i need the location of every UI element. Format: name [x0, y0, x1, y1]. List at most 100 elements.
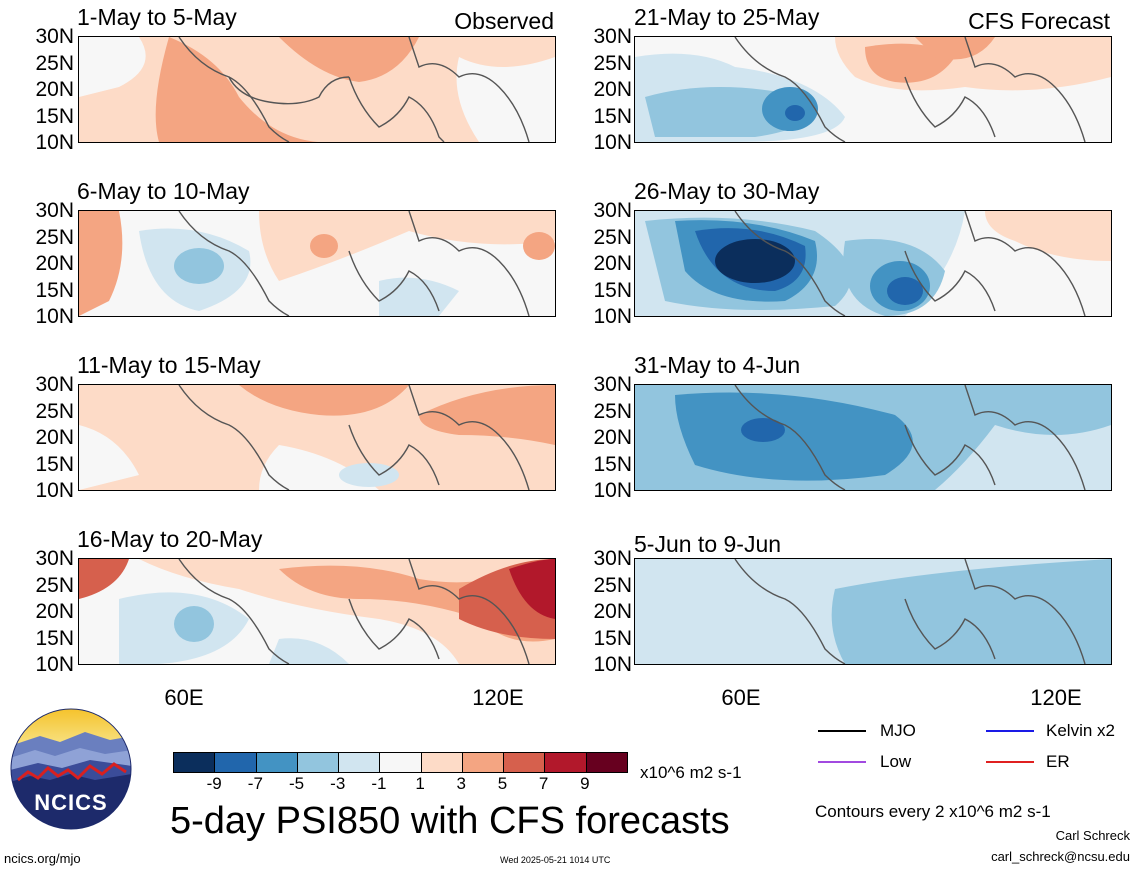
mjo-legend-line	[818, 730, 866, 732]
site-link[interactable]: ncics.org/mjo	[4, 851, 81, 866]
colorbar-swatch	[214, 753, 256, 772]
map-panel-7	[634, 384, 1112, 491]
cfs-forecast-label: CFS Forecast	[968, 8, 1110, 34]
lon-label-120e-right: 120E	[1030, 685, 1082, 710]
lat-label: 15N	[593, 104, 632, 128]
lat-label: 10N	[35, 653, 74, 676]
lat-label: 20N	[593, 252, 632, 275]
lat-label: 30N	[35, 373, 74, 396]
author-name: Carl Schreck	[1055, 828, 1130, 843]
lat-label: 15N	[593, 626, 632, 650]
colorbar-tick-label: 7	[538, 774, 549, 793]
lat-label: 10N	[593, 131, 632, 154]
colorbar	[173, 752, 628, 773]
panel-title-2: 6-May to 10-May	[77, 178, 250, 204]
panel-title-4: 16-May to 20-May	[77, 526, 263, 552]
panel-title-3: 11-May to 15-May	[77, 352, 261, 378]
map-panel-1	[78, 36, 556, 143]
colorbar-swatch	[585, 753, 627, 772]
lon-label-60e-right: 60E	[721, 685, 761, 710]
lat-label: 25N	[593, 573, 632, 597]
colorbar-swatch	[420, 753, 462, 772]
lat-label: 20N	[35, 600, 74, 623]
lat-label: 25N	[35, 573, 74, 597]
lat-label: 10N	[35, 131, 74, 154]
colorbar-tick-label: 9	[580, 774, 590, 793]
colorbar-swatch	[379, 753, 421, 772]
lat-label: 20N	[35, 426, 74, 449]
colorbar-swatch	[544, 753, 586, 772]
colorbar-tick-label: -7	[247, 774, 263, 793]
lat-label: 30N	[35, 25, 74, 48]
lat-label: 30N	[35, 547, 74, 570]
contour-note: Contours every 2 x10^6 m2 s-1	[815, 802, 1051, 821]
observed-label: Observed	[454, 8, 554, 34]
logo-text: NCICS	[34, 790, 108, 815]
lat-label: 20N	[593, 426, 632, 449]
lat-label: 20N	[593, 600, 632, 623]
lat-label: 10N	[593, 653, 632, 676]
lat-label: 15N	[35, 104, 74, 128]
lat-label: 25N	[593, 225, 632, 249]
lat-label: 25N	[35, 225, 74, 249]
lat-label: 10N	[593, 479, 632, 502]
lat-label: 25N	[593, 51, 632, 75]
map-panel-6	[634, 210, 1112, 317]
map-panel-5	[634, 36, 1112, 143]
colorbar-swatch	[174, 753, 215, 772]
panel-title-7: 31-May to 4-Jun	[634, 352, 801, 378]
low-legend-label: Low	[880, 752, 912, 771]
kelvin-legend-label: Kelvin x2	[1046, 721, 1115, 740]
colorbar-tick-label: -9	[206, 774, 222, 793]
lat-label: 15N	[35, 626, 74, 650]
colorbar-tick-label: -3	[330, 774, 346, 793]
lat-label: 10N	[593, 305, 632, 328]
lat-label: 30N	[593, 25, 632, 48]
map-panel-3	[78, 384, 556, 491]
colorbar-tick-label: 5	[497, 774, 508, 793]
lat-label: 20N	[593, 78, 632, 101]
lon-label-60e-left: 60E	[164, 685, 204, 710]
author-email[interactable]: carl_schreck@ncsu.edu	[991, 849, 1130, 864]
panel-title-8: 5-Jun to 9-Jun	[634, 531, 782, 557]
colorbar-swatch	[296, 753, 339, 772]
low-legend-line	[818, 761, 866, 763]
lat-label: 30N	[593, 373, 632, 396]
colorbar-tick-label: -1	[371, 774, 387, 793]
lat-label: 30N	[35, 199, 74, 222]
lat-label: 30N	[593, 199, 632, 222]
main-title: 5-day PSI850 with CFS forecasts	[170, 800, 730, 842]
lat-label: 15N	[35, 278, 74, 302]
er-legend-line	[986, 761, 1034, 763]
lat-label: 15N	[35, 452, 74, 476]
timestamp: Wed 2025-05-21 1014 UTC	[500, 855, 611, 865]
panel-title-5: 21-May to 25-May	[634, 4, 820, 30]
lat-label: 10N	[35, 479, 74, 502]
colorbar-swatch	[255, 753, 297, 772]
lat-label: 20N	[35, 78, 74, 101]
er-legend-label: ER	[1046, 752, 1070, 771]
lat-label: 25N	[35, 51, 74, 75]
lat-label: 25N	[593, 399, 632, 423]
map-panel-2	[78, 210, 556, 317]
colorbar-units: x10^6 m2 s-1	[640, 763, 742, 782]
colorbar-swatch	[338, 753, 380, 772]
colorbar-swatch	[503, 753, 545, 772]
lat-label: 25N	[35, 399, 74, 423]
colorbar-tick-label: -5	[288, 774, 305, 793]
lat-label: 15N	[593, 452, 632, 476]
map-panel-8	[634, 558, 1112, 665]
colorbar-swatch	[461, 753, 504, 772]
panel-title-1: 1-May to 5-May	[77, 4, 237, 30]
panel-title-6: 26-May to 30-May	[634, 178, 820, 204]
kelvin-legend-line	[986, 730, 1034, 732]
colorbar-tick-label: 1	[415, 774, 425, 793]
lat-label: 15N	[593, 278, 632, 302]
lat-label: 20N	[35, 252, 74, 275]
ncics-logo: NCICS	[10, 708, 132, 830]
mjo-legend-label: MJO	[880, 721, 916, 740]
map-panel-4	[78, 558, 556, 665]
lat-label: 10N	[35, 305, 74, 328]
colorbar-tick-label: 3	[456, 774, 466, 793]
lat-label: 30N	[593, 547, 632, 570]
